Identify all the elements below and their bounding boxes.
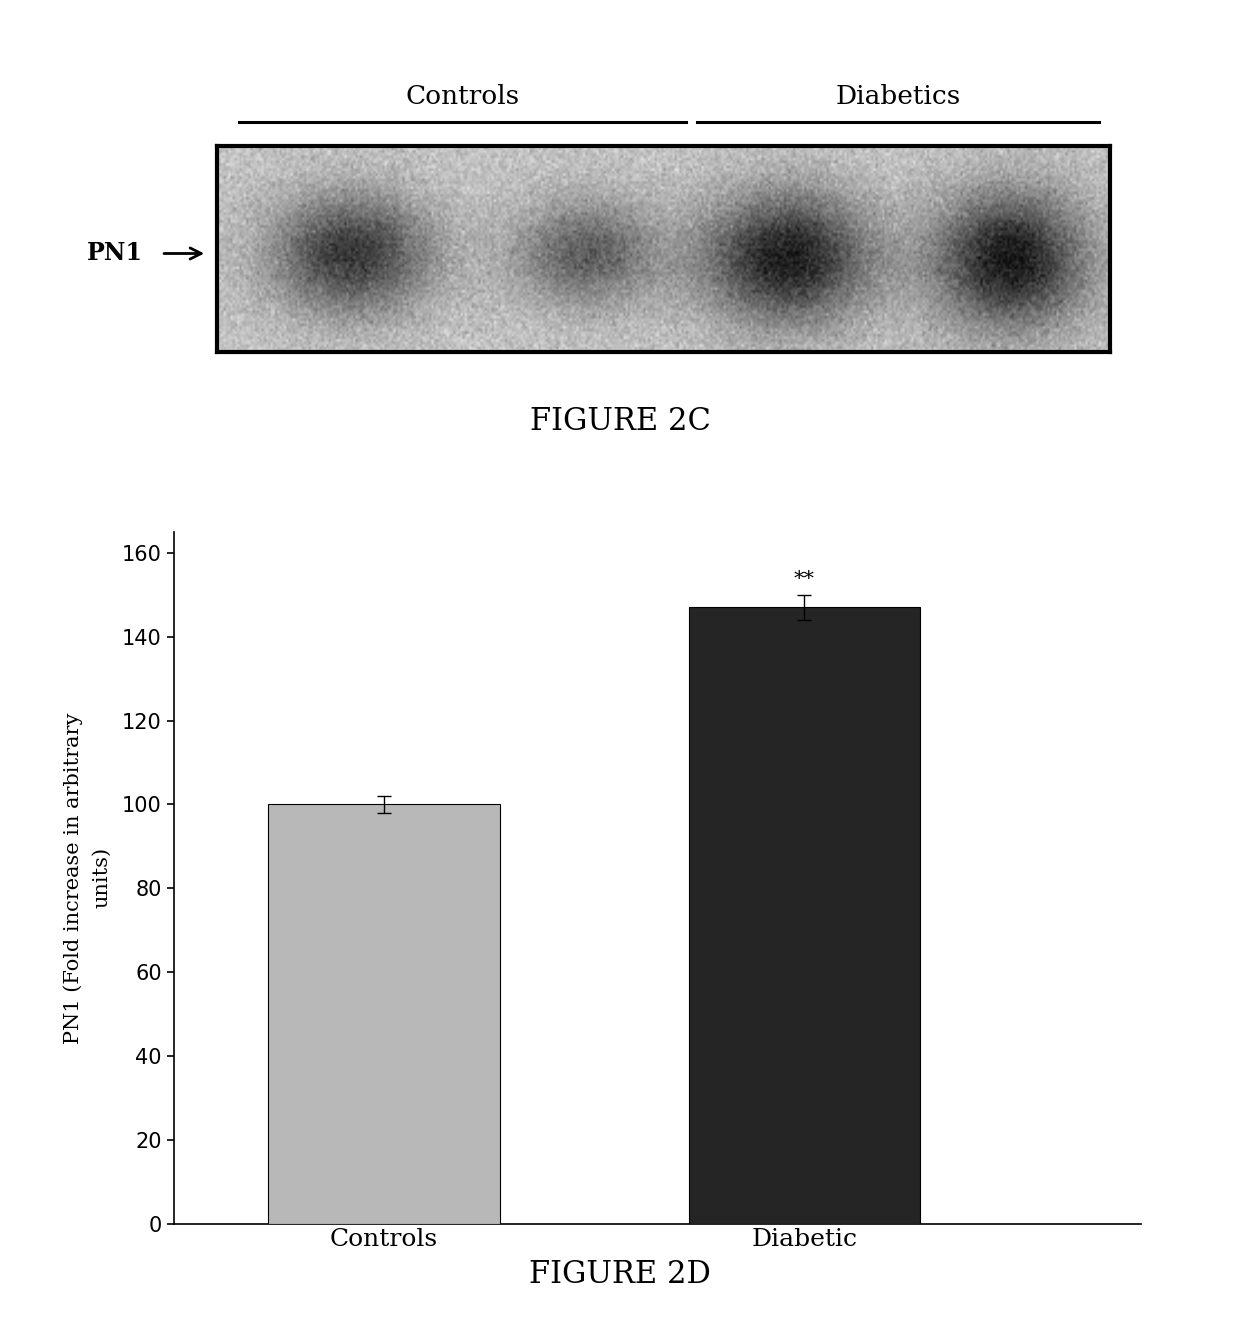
Text: FIGURE 2D: FIGURE 2D: [529, 1260, 711, 1290]
Bar: [688, 608, 920, 1224]
Text: FIGURE 2C: FIGURE 2C: [529, 406, 711, 436]
Text: Diabetics: Diabetics: [835, 84, 961, 109]
Text: **: **: [794, 569, 815, 589]
Bar: [268, 805, 500, 1224]
Text: PN1: PN1: [87, 242, 143, 266]
Y-axis label: PN1 (Fold increase in arbitrary
units): PN1 (Fold increase in arbitrary units): [63, 712, 110, 1044]
Text: Controls: Controls: [405, 84, 520, 109]
